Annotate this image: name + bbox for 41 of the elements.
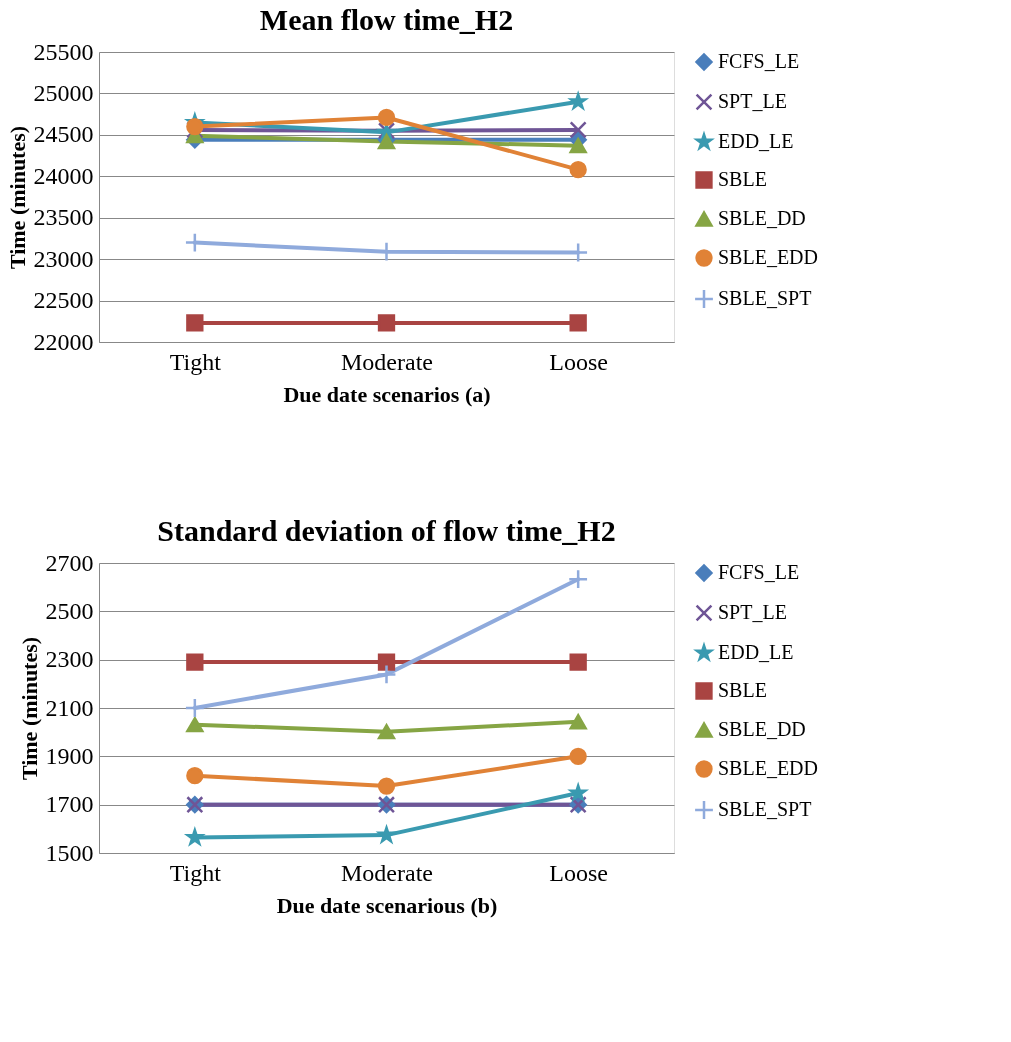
legend-label: SBLE_SPT — [718, 287, 812, 309]
legend-label: SBLE_EDD — [718, 757, 818, 779]
legend-label: SBLE — [718, 679, 767, 701]
y-tick-label: 25500 — [33, 38, 94, 65]
y-tick-label: 23000 — [33, 245, 94, 272]
y-tick-label: 22000 — [33, 328, 94, 355]
y-tick-label: 24000 — [33, 162, 94, 189]
x-tick-label: Loose — [549, 348, 608, 375]
legend-label: SBLE_DD — [718, 718, 806, 740]
legend-label: SPT_LE — [718, 601, 787, 623]
y-tick-label: 2300 — [45, 646, 94, 673]
y-tick-label: 24500 — [33, 121, 94, 148]
legend-label: EDD_LE — [718, 130, 794, 152]
legend-label: FCFS_LE — [718, 50, 800, 72]
y-tick-label: 2500 — [45, 597, 94, 624]
legend-label: SBLE — [718, 168, 767, 190]
x-tick-label: Moderate — [341, 348, 433, 375]
y-tick-label: 23500 — [33, 204, 94, 231]
chart-title: Mean flow time_H2 — [259, 3, 514, 36]
chart-title: Standard deviation of flow time_H2 — [157, 514, 616, 547]
y-tick-label: 2100 — [45, 694, 94, 721]
y-tick-label: 25000 — [33, 79, 94, 106]
y-axis-title: Time (minutes) — [16, 636, 42, 781]
y-axis-title: Time (minutes) — [4, 125, 30, 270]
y-tick-label: 2700 — [45, 549, 94, 576]
legend-label: SBLE_DD — [718, 207, 806, 229]
x-axis-title: Due date scenarious (b) — [276, 892, 498, 918]
legend-label: SBLE_EDD — [718, 246, 818, 268]
x-tick-label: Tight — [169, 859, 222, 886]
legend-label: SBLE_SPT — [718, 798, 812, 820]
y-tick-label: 22500 — [33, 287, 94, 314]
y-tick-label: 1500 — [45, 839, 94, 866]
x-tick-label: Tight — [169, 348, 222, 375]
x-tick-label: Loose — [549, 859, 608, 886]
x-axis-title: Due date scenarios (a) — [283, 381, 491, 407]
y-tick-label: 1900 — [45, 742, 94, 769]
x-tick-label: Moderate — [341, 859, 433, 886]
legend-label: EDD_LE — [718, 641, 794, 663]
legend-label: SPT_LE — [718, 90, 787, 112]
y-tick-label: 1700 — [45, 791, 94, 818]
legend-label: FCFS_LE — [718, 561, 800, 583]
